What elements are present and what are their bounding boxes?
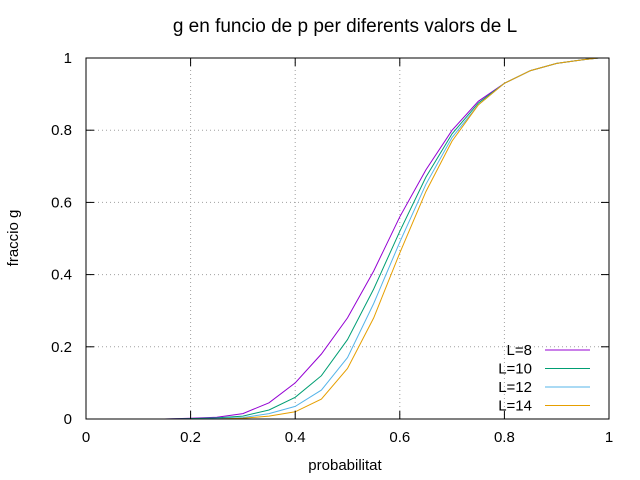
chart-title: g en funcio de p per diferents valors de… — [173, 16, 517, 37]
x-tick-label: 0.4 — [285, 429, 306, 446]
x-tick-label: 1 — [605, 429, 613, 446]
legend-label: L=10 — [498, 361, 532, 378]
y-tick-label: 0.8 — [51, 122, 72, 139]
grid-lines — [86, 58, 609, 419]
y-tick-label: 0.4 — [51, 267, 72, 284]
y-tick-label: 0.6 — [51, 194, 72, 211]
series-line-l-14 — [164, 57, 599, 420]
x-tick-label: 0 — [82, 429, 90, 446]
series-lines — [164, 57, 599, 420]
x-tick-label: 0.6 — [389, 429, 410, 446]
series-line-l-10 — [164, 57, 599, 420]
x-tick-label: 0.8 — [494, 429, 515, 446]
y-tick-label: 0.2 — [51, 339, 72, 356]
legend-label: L=14 — [498, 398, 532, 415]
legend-label: L=12 — [498, 379, 532, 396]
plot-frame — [85, 57, 610, 420]
series-line-l-12 — [164, 57, 599, 420]
y-axis-label: fraccio g — [5, 210, 22, 267]
legend: L=8 L=10L=12 L=14 — [498, 342, 590, 415]
y-tick-label: 1 — [64, 50, 72, 67]
x-tick-label: 0.2 — [180, 429, 201, 446]
legend-label: L=8 — [507, 342, 532, 359]
x-axis-label: probabilitat — [308, 457, 382, 474]
series-line-l-8 — [164, 57, 599, 420]
axis-ticks: 0 0.2 0.4 0.6 0.8 1 0 0.2 0.4 0.6 0.8 1 — [51, 50, 613, 446]
y-tick-label: 0 — [64, 411, 72, 428]
